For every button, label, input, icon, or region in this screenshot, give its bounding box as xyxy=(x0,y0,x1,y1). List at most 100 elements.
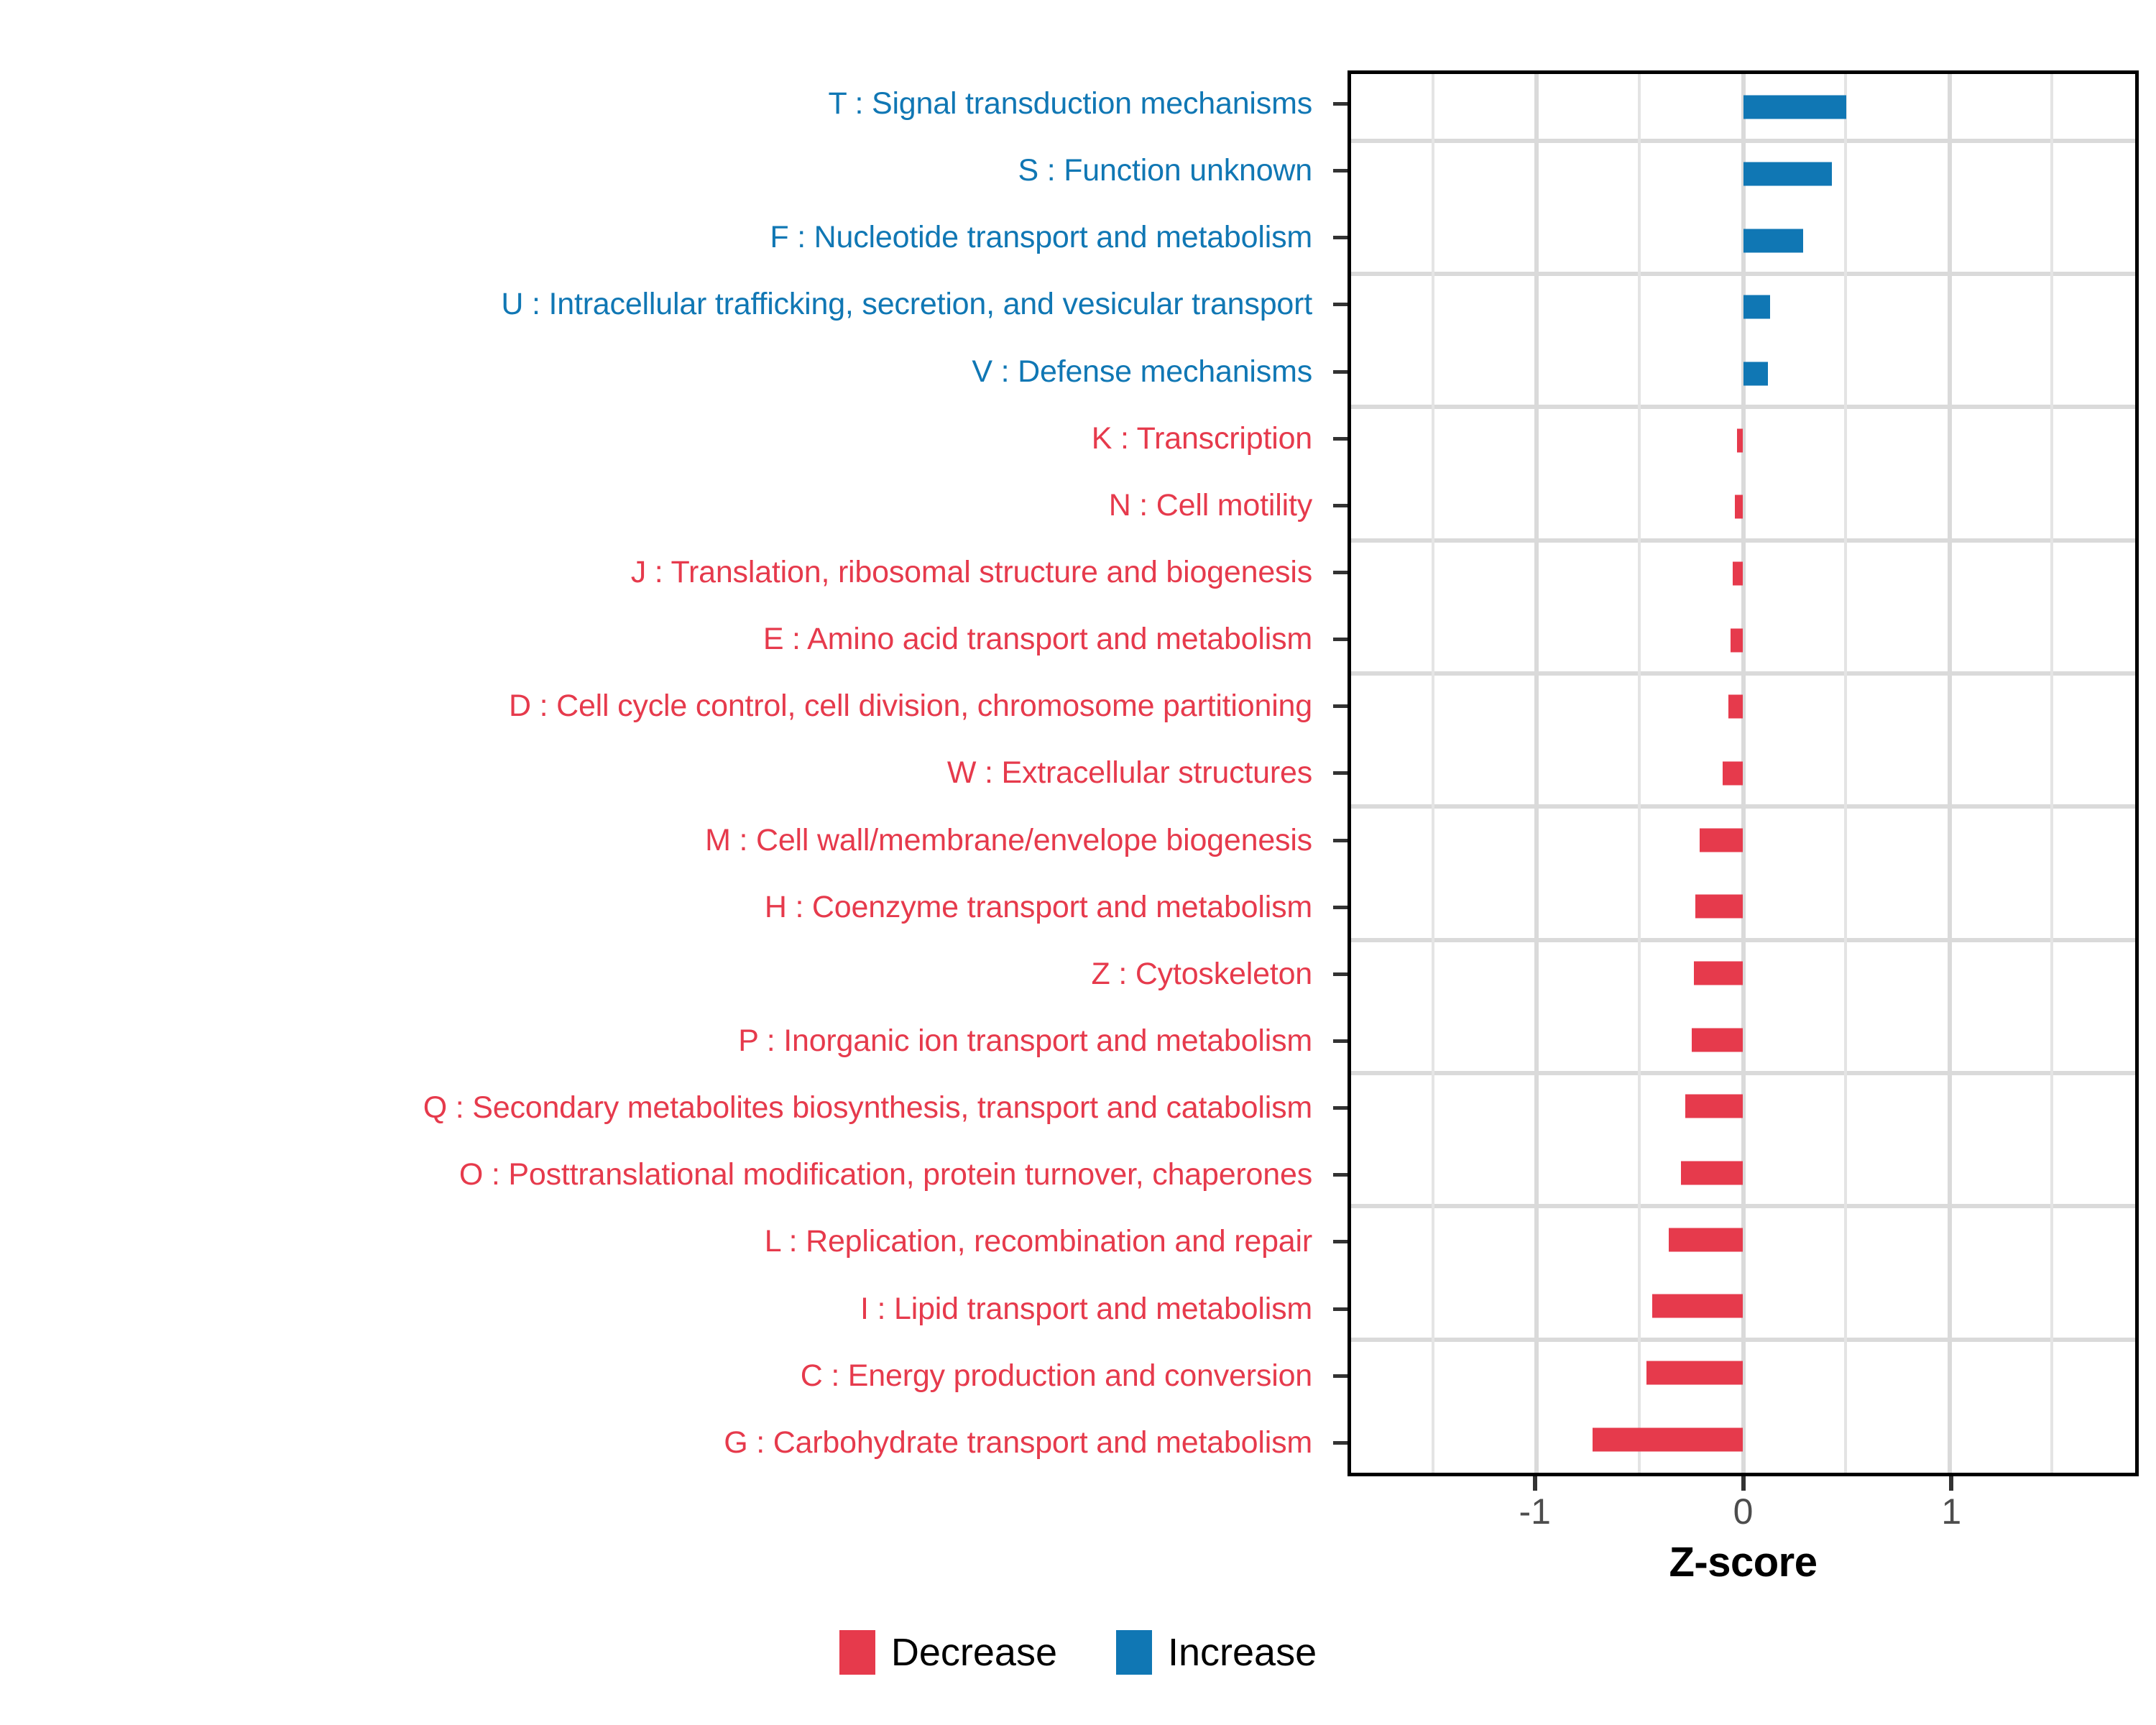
y-axis-tick xyxy=(1333,405,1348,472)
x-axis-title: Z-score xyxy=(1669,1539,1818,1586)
y-axis-tick-mark xyxy=(1333,638,1348,642)
bar-series xyxy=(1351,74,2135,1473)
y-axis-tick-mark xyxy=(1333,1106,1348,1110)
y-axis-tick-mark xyxy=(1333,704,1348,709)
bar xyxy=(1700,828,1743,852)
bar xyxy=(1735,494,1743,519)
y-axis-tick-mark xyxy=(1333,236,1348,240)
category-label-row: O : Posttranslational modification, prot… xyxy=(0,1141,1322,1208)
y-axis-tick xyxy=(1333,807,1348,874)
category-label-row: W : Extracellular structures xyxy=(0,740,1322,806)
legend-item-increase[interactable]: Increase xyxy=(1115,1630,1317,1675)
bar-row xyxy=(1351,873,2135,940)
category-label-row: I : Lipid transport and metabolism xyxy=(0,1276,1322,1343)
bar xyxy=(1652,1294,1743,1318)
y-axis-tick-mark xyxy=(1333,771,1348,776)
x-axis-tick-label: -1 xyxy=(1519,1491,1551,1532)
category-label-row: K : Transcription xyxy=(0,405,1322,472)
y-axis-tick-mark xyxy=(1333,972,1348,976)
y-axis-tick-mark xyxy=(1333,571,1348,575)
bar-row xyxy=(1351,806,2135,873)
bar-row xyxy=(1351,1073,2135,1140)
gridline-vertical xyxy=(1534,74,1539,1473)
gridline-vertical xyxy=(1947,74,1952,1473)
category-label-row: J : Translation, ribosomal structure and… xyxy=(0,539,1322,606)
plot-panel-inner xyxy=(1351,74,2135,1473)
gridline-vertical xyxy=(1741,74,1746,1473)
y-axis-tick-mark xyxy=(1333,303,1348,307)
bar-row xyxy=(1351,673,2135,740)
bar xyxy=(1693,961,1743,985)
y-axis-tick xyxy=(1333,1141,1348,1208)
y-axis-tick xyxy=(1333,339,1348,405)
category-label-row: F : Nucleotide transport and metabolism xyxy=(0,204,1322,271)
category-label-row: C : Energy production and conversion xyxy=(0,1343,1322,1409)
bar-row xyxy=(1351,1140,2135,1207)
bar xyxy=(1728,694,1743,719)
category-label: H : Coenzyme transport and metabolism xyxy=(764,889,1312,924)
y-axis-tick-mark xyxy=(1333,503,1348,507)
category-label-row: Z : Cytoskeleton xyxy=(0,941,1322,1008)
category-label: U : Intracellular trafficking, secretion… xyxy=(501,287,1312,322)
category-label: F : Nucleotide transport and metabolism xyxy=(770,220,1312,255)
category-label-row: P : Inorganic ion transport and metaboli… xyxy=(0,1008,1322,1075)
bar xyxy=(1733,561,1743,586)
category-label: E : Amino acid transport and metabolism xyxy=(763,622,1312,657)
y-axis-tick xyxy=(1333,1008,1348,1075)
bar-row xyxy=(1351,341,2135,408)
x-axis-tick-label: 0 xyxy=(1733,1491,1754,1532)
x-axis-tick-labels: -1 0 1 xyxy=(1348,1494,2139,1537)
y-axis-tick-mark xyxy=(1333,436,1348,441)
y-axis-tick xyxy=(1333,673,1348,740)
plot-panel xyxy=(1348,70,2139,1476)
bar-row xyxy=(1351,1006,2135,1073)
category-label: Z : Cytoskeleton xyxy=(1091,956,1313,991)
bar xyxy=(1685,1094,1743,1118)
bar-row xyxy=(1351,274,2135,341)
y-axis-tick-mark xyxy=(1333,169,1348,173)
category-label: Q : Secondary metabolites biosynthesis, … xyxy=(423,1090,1312,1126)
y-axis-tick xyxy=(1333,606,1348,673)
y-axis-tick xyxy=(1333,472,1348,539)
bar-row xyxy=(1351,1206,2135,1273)
bar xyxy=(1743,362,1768,386)
category-label-row: N : Cell motility xyxy=(0,472,1322,539)
category-label: K : Transcription xyxy=(1091,420,1312,456)
bar xyxy=(1743,162,1832,186)
bar-row xyxy=(1351,1340,2135,1407)
y-axis-tick xyxy=(1333,1075,1348,1141)
category-label: I : Lipid transport and metabolism xyxy=(860,1291,1312,1326)
bar xyxy=(1736,428,1743,453)
y-axis-tick xyxy=(1333,137,1348,204)
category-label-row: V : Defense mechanisms xyxy=(0,339,1322,405)
bar xyxy=(1681,1161,1743,1185)
category-label: T : Signal transduction mechanisms xyxy=(828,86,1312,121)
y-axis-tick xyxy=(1333,70,1348,137)
legend-label: Increase xyxy=(1167,1631,1317,1674)
y-axis-tick-column xyxy=(1333,70,1348,1476)
category-label-row: D : Cell cycle control, cell division, c… xyxy=(0,673,1322,740)
gridline-vertical xyxy=(1637,74,1641,1473)
x-axis-tick-mark xyxy=(1949,1476,1954,1491)
category-label: L : Replication, recombination and repai… xyxy=(764,1224,1312,1259)
bar-row xyxy=(1351,540,2135,607)
category-label-column: T : Signal transduction mechanisms S : Fu… xyxy=(0,70,1322,1476)
legend-item-decrease[interactable]: Decrease xyxy=(839,1630,1057,1675)
category-label: C : Energy production and conversion xyxy=(800,1358,1312,1393)
category-label-row: Q : Secondary metabolites biosynthesis, … xyxy=(0,1075,1322,1141)
y-axis-tick xyxy=(1333,271,1348,338)
category-label: J : Translation, ribosomal structure and… xyxy=(630,555,1312,590)
bar xyxy=(1592,1427,1743,1452)
bar-row xyxy=(1351,1406,2135,1473)
y-axis-tick-mark xyxy=(1333,1374,1348,1378)
gridline-vertical xyxy=(2050,74,2054,1473)
y-axis-tick xyxy=(1333,1343,1348,1409)
x-axis-tick-label: 1 xyxy=(1941,1491,1962,1532)
category-label: S : Function unknown xyxy=(1018,153,1312,188)
y-axis-tick-mark xyxy=(1333,369,1348,374)
y-axis-tick-mark xyxy=(1333,838,1348,842)
y-axis-tick xyxy=(1333,1276,1348,1343)
y-axis-tick-mark xyxy=(1333,1440,1348,1445)
category-label-row: E : Amino acid transport and metabolism xyxy=(0,606,1322,673)
